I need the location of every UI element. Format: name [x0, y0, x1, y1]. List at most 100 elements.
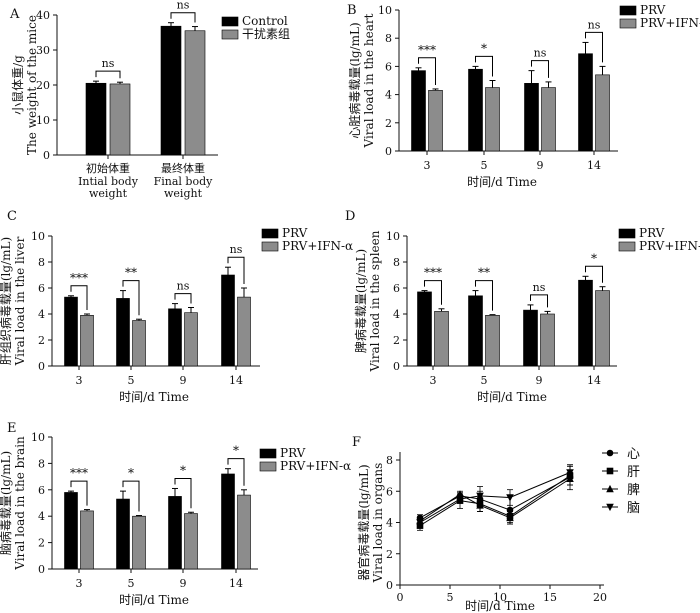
panel-f-y-tick-label: 2: [386, 548, 393, 561]
panel-b-legend-label: PRV: [640, 3, 666, 17]
panel-e-sig-bracket: [174, 477, 192, 509]
panel-a-sig-label: ns: [177, 0, 190, 12]
panel-f-point: [566, 469, 574, 477]
panel-c-legend-label: PRV: [282, 226, 308, 240]
panel-b-bar-b: [541, 87, 556, 152]
panel-b-y-tick-label: 8: [385, 32, 392, 45]
panel-e-y-axis-title-en: Viral load in the brain: [13, 436, 27, 571]
panel-c-y-axis-title-cn: 肝组织病毒载量(lg/mL): [0, 237, 13, 365]
panel-f-legend-label: 脾: [627, 483, 640, 498]
panel-f-series-line: [419, 478, 571, 522]
panel-c-y-axis-title-en: Viral load in the liver: [13, 236, 27, 366]
panel-c-legend-swatch: [261, 228, 279, 239]
panel-c-bar-b: [132, 320, 146, 367]
panel-a-legend-swatch: [221, 16, 239, 27]
panel-d-y-tick-label: 2: [393, 334, 400, 347]
panel-c-bar-a: [116, 298, 130, 367]
panel-f-point: [476, 501, 484, 509]
panel-e-bar-a: [168, 496, 182, 570]
panel-b-y-tick-label: 6: [385, 60, 392, 73]
panel-e-y-tick-label: 2: [38, 537, 45, 550]
panel-d-bar-a: [468, 295, 483, 367]
panel-d-x-tick-label: 5: [481, 374, 488, 387]
panel-a-sig-bracket: [170, 12, 196, 23]
panel-f-series-line: [419, 475, 571, 527]
panel-e-x-tick-label: 14: [229, 577, 243, 590]
panel-c-bar-a: [64, 296, 78, 367]
panel-d-bar-a: [417, 291, 432, 367]
panel-b-sig-bracket: [585, 31, 603, 63]
panel-a-sig-bracket: [95, 70, 121, 79]
panel-e-y-tick-label: 0: [38, 563, 45, 576]
panel-f-point: [456, 495, 464, 504]
panel-e-sig-label: ***: [70, 466, 88, 480]
panel-c-bar-b: [184, 312, 198, 367]
panel-c-legend-label: PRV+IFN-α: [282, 239, 353, 253]
panel-c-y-tick-label: 0: [38, 360, 45, 373]
panel-b-bar-a: [524, 83, 539, 152]
panel-e-bar-a: [221, 473, 235, 570]
panel-f-letter: F: [352, 435, 361, 450]
panel-f-legend-label: 心: [627, 447, 640, 462]
panel-d-y-tick-label: 0: [393, 360, 400, 373]
panel-d-y-axis-title-en: Viral load in the spleen: [368, 230, 382, 372]
panel-c-x-axis-title: 时间/d Time: [119, 390, 189, 404]
panel-c-x-tick-label: 9: [180, 374, 187, 387]
panel-b-legend-label: PRV+IFN-α: [640, 16, 700, 30]
panel-d-sig-bracket: [424, 280, 442, 305]
panel-e-legend-label: PRV+IFN-α: [280, 459, 351, 473]
panel-f-legend-marker: [606, 467, 614, 475]
panel-d-sig-bracket: [585, 265, 603, 283]
panel-e-legend-swatch: [259, 461, 277, 472]
panel-b-sig-bracket: [418, 57, 436, 85]
panel-c-sig-bracket: [174, 293, 192, 304]
panel-b-sig-bracket: [531, 60, 549, 78]
panel-e-y-tick-label: 6: [38, 484, 45, 497]
panel-b-bar-b: [428, 90, 443, 152]
panel-b-sig-label: ns: [534, 47, 547, 60]
panel-e-legend-swatch: [259, 448, 277, 459]
panel-f-x-tick-label: 0: [397, 591, 404, 604]
panel-c-y-tick-label: 4: [38, 308, 45, 321]
panel-d-bar-b: [485, 314, 500, 367]
panel-c-x-tick-label: 14: [229, 374, 243, 387]
panel-b-sig-label: *: [481, 41, 487, 55]
panel-c-sig-bracket: [122, 280, 140, 316]
panel-c-x-tick-label: 5: [128, 374, 135, 387]
panel-d-sig-bracket: [530, 294, 548, 308]
panel-b-x-tick-label: 9: [537, 159, 544, 172]
panel-a-legend-label: Control: [242, 14, 288, 28]
panel-f-legend-marker: [606, 449, 614, 457]
panel-a-x-tick-label-en: Intial body: [78, 175, 139, 188]
panel-f-x-tick-label: 20: [593, 591, 607, 604]
panel-f-y-tick-label: 0: [386, 579, 393, 592]
panel-e-sig-bracket: [70, 480, 88, 506]
panel-c-sig-label: ns: [230, 243, 243, 256]
panel-e-x-tick-label: 3: [76, 577, 83, 590]
panel-f-x-tick-label: 15: [543, 591, 557, 604]
panel-a-y-axis-title-cn: 小鼠体重/g: [11, 55, 25, 115]
panel-e-sig-bracket: [227, 458, 245, 486]
panel-c-legend-swatch: [261, 241, 279, 252]
panel-d-bar-b: [434, 311, 449, 367]
panel-f-point: [506, 494, 514, 502]
panel-a-legend-swatch: [221, 29, 239, 40]
panel-b-y-axis-title-en: Viral load in the heart: [362, 13, 376, 148]
panel-d-y-tick-label: 8: [393, 256, 400, 269]
panel-b-sig-label: ns: [588, 18, 601, 31]
panel-b-y-tick-label: 2: [385, 117, 392, 130]
panel-b-bar-a: [411, 70, 426, 152]
panel-c-x-tick-label: 3: [76, 374, 83, 387]
panel-e-bar-a: [64, 492, 78, 570]
panel-d-x-tick-label: 3: [430, 374, 437, 387]
panel-a-bar-a: [85, 82, 107, 156]
panel-d-y-tick-label: 4: [393, 308, 400, 321]
panel-d-bar-b: [595, 290, 610, 367]
panel-e-bar-a: [116, 498, 130, 570]
panel-f-y-tick-label: 6: [386, 485, 393, 498]
panel-a-x-tick-label-cn: 最终体重: [161, 161, 205, 175]
panel-e-y-tick-label: 4: [38, 510, 45, 523]
panel-d-letter: D: [345, 209, 355, 224]
panel-a-y-tick-label: 10: [36, 114, 50, 127]
panel-d-sig-label: ***: [424, 266, 442, 280]
